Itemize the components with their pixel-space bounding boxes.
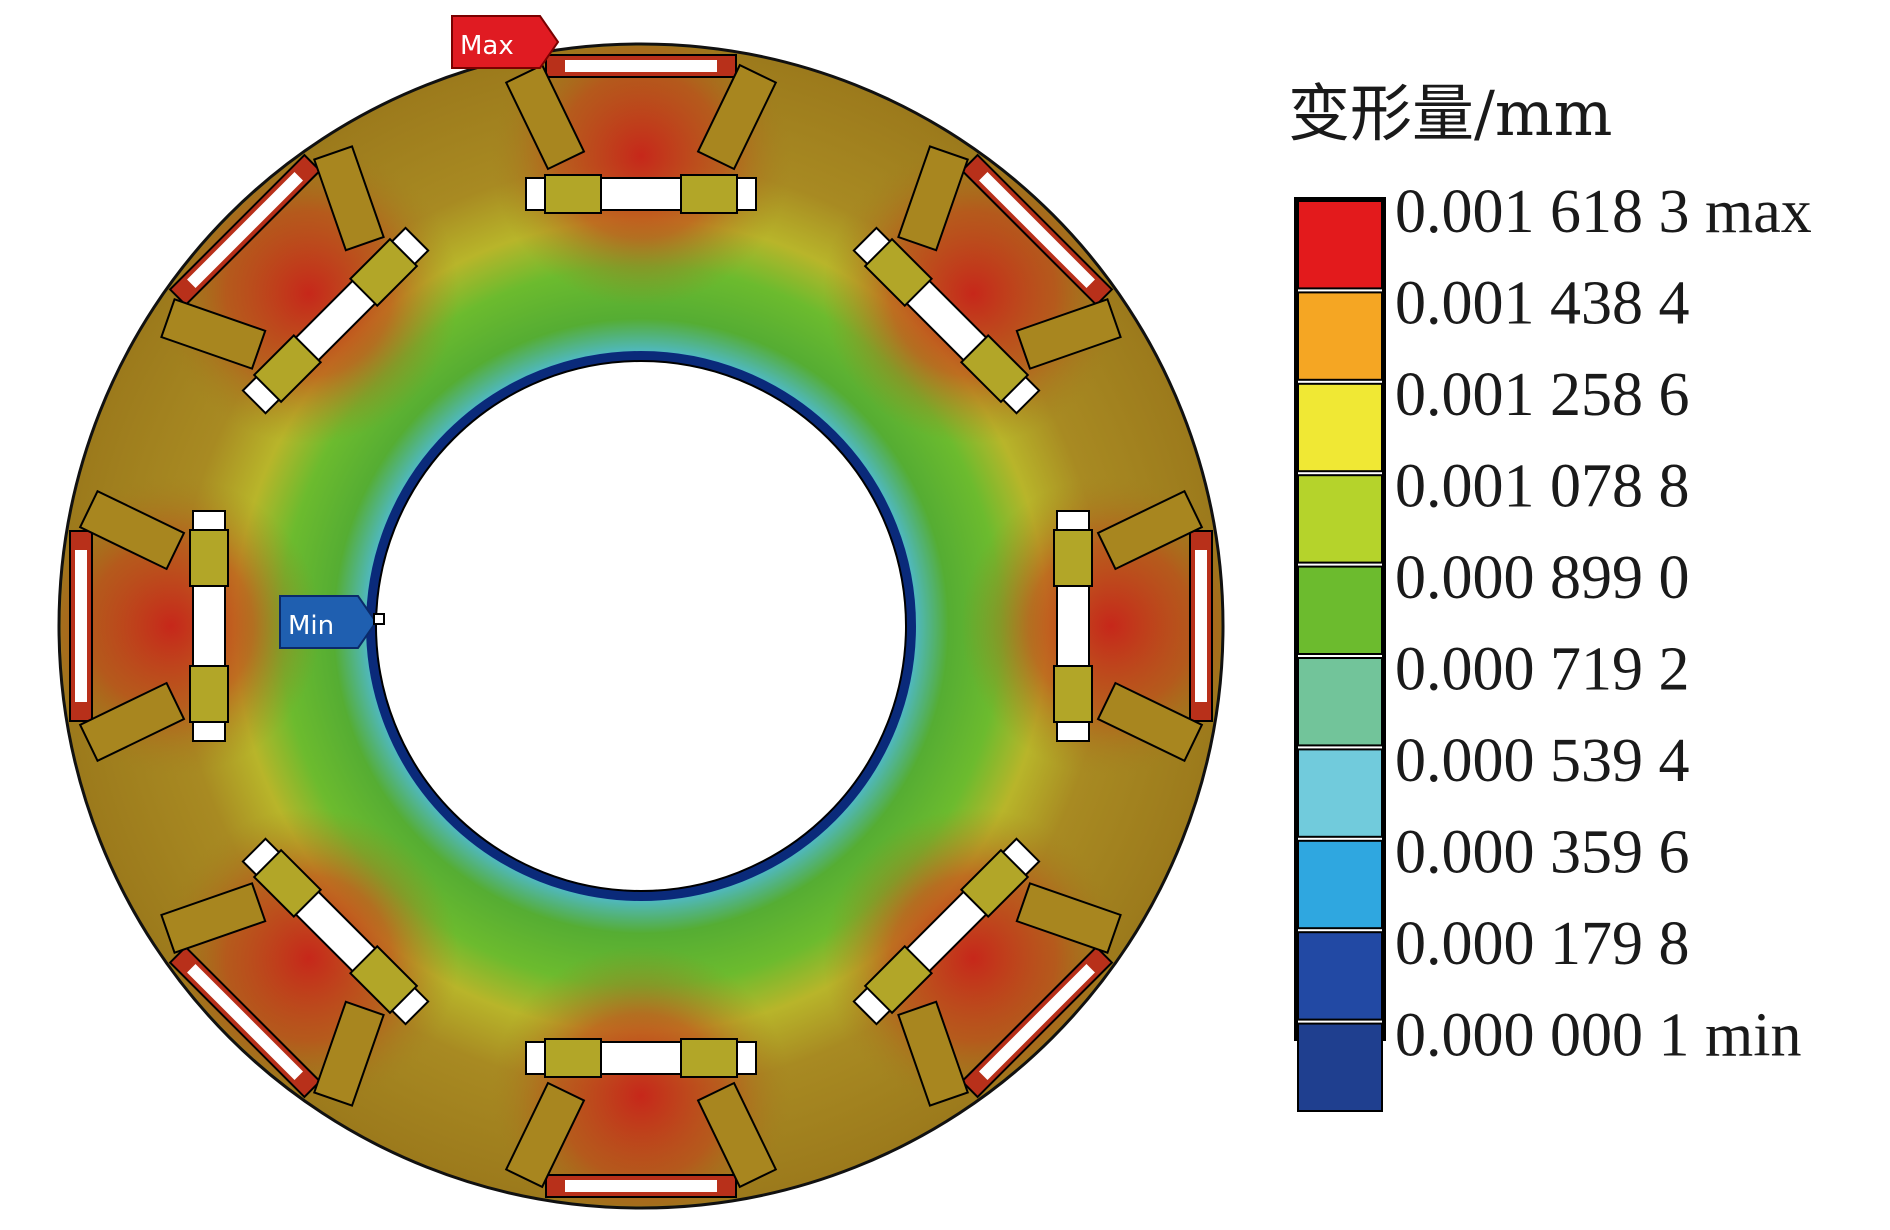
outer-magnet-gap (978, 172, 1095, 289)
pole-block (1053, 529, 1093, 587)
stress-hotspot (491, 946, 791, 1206)
legend-label: 0.000 539 4 (1395, 727, 1690, 795)
legend-label: 0.000 899 0 (1395, 544, 1690, 612)
pole-block (959, 848, 1030, 919)
v-magnet-box (160, 297, 267, 370)
legend-swatch (1297, 931, 1383, 1021)
legend-swatch (1297, 1022, 1383, 1112)
legend-swatch (1297, 382, 1383, 473)
v-magnet-box (78, 489, 186, 571)
legend-label: 0.000 359 6 (1395, 819, 1690, 887)
legend-swatch (1297, 839, 1383, 930)
outer-magnet-gap (187, 172, 304, 289)
v-magnet-box (160, 882, 267, 955)
pole-block (1053, 665, 1093, 723)
legend-swatch (1297, 474, 1383, 564)
pole-block (252, 848, 323, 919)
v-magnet-box (1096, 489, 1204, 571)
legend-swatch (1297, 565, 1383, 655)
v-magnet-box (1096, 681, 1204, 763)
v-magnet-box (312, 145, 385, 252)
pole-block (252, 333, 323, 404)
pole-block (680, 174, 738, 214)
v-magnet-box (1015, 882, 1122, 955)
stress-hotspot (823, 143, 1124, 444)
legend-swatch (1297, 291, 1383, 381)
v-magnet-box (504, 63, 586, 171)
color-legend: 变形量/mm 0.001 618 3 max 0.001 438 4 0.001 2… (1288, 77, 1812, 1112)
v-magnet-box (897, 145, 970, 252)
legend-label: 0.001 438 4 (1395, 270, 1690, 338)
ring-body (57, 42, 1225, 1210)
min-probe-label: Min (288, 611, 334, 641)
pole-block (189, 665, 229, 723)
pole-block (348, 237, 419, 308)
legend-label: 0.000 179 8 (1395, 910, 1690, 978)
legend-label: 0.001 618 3 max (1395, 178, 1812, 246)
stress-hotspot (491, 46, 791, 306)
legend-label: 0.000 719 2 (1395, 636, 1690, 704)
min-probe: Min (279, 595, 385, 649)
stress-hotspot (961, 476, 1221, 776)
pole-block (959, 333, 1030, 404)
outer-magnet-gap (75, 550, 87, 702)
v-magnet-box (696, 63, 778, 171)
pole-block (189, 529, 229, 587)
v-magnet-box (78, 681, 186, 763)
legend-swatch (1297, 748, 1383, 838)
legend-swatch (1297, 200, 1383, 290)
pole-block (544, 1038, 602, 1078)
outer-magnet-gap (978, 963, 1095, 1080)
stress-hotspot (158, 808, 459, 1109)
v-magnet-box (696, 1081, 778, 1189)
outer-magnet-gap (565, 60, 717, 72)
legend-label: 0.001 258 6 (1395, 361, 1690, 429)
legend-swatch (1297, 657, 1383, 747)
stress-hotspot (823, 808, 1124, 1109)
pole-block (863, 237, 934, 308)
legend-title: 变形量/mm (1288, 77, 1612, 150)
pole-block (544, 174, 602, 214)
legend-label: 0.000 000 1 min (1395, 1002, 1801, 1070)
pole-block (348, 944, 419, 1015)
outer-magnet-gap (565, 1180, 717, 1192)
pole-block (680, 1038, 738, 1078)
v-magnet-box (312, 1000, 385, 1107)
pole-block (863, 944, 934, 1015)
max-probe-label: Max (460, 31, 514, 61)
stress-hotspot (158, 143, 459, 444)
outer-magnet-gap (187, 963, 304, 1080)
v-magnet-box (1015, 297, 1122, 370)
v-magnet-box (897, 1000, 970, 1107)
legend-label: 0.001 078 8 (1395, 453, 1690, 521)
outer-magnet-gap (1195, 550, 1207, 702)
max-probe: Max (451, 15, 560, 69)
v-magnet-box (504, 1081, 586, 1189)
stress-hotspot (61, 476, 321, 776)
